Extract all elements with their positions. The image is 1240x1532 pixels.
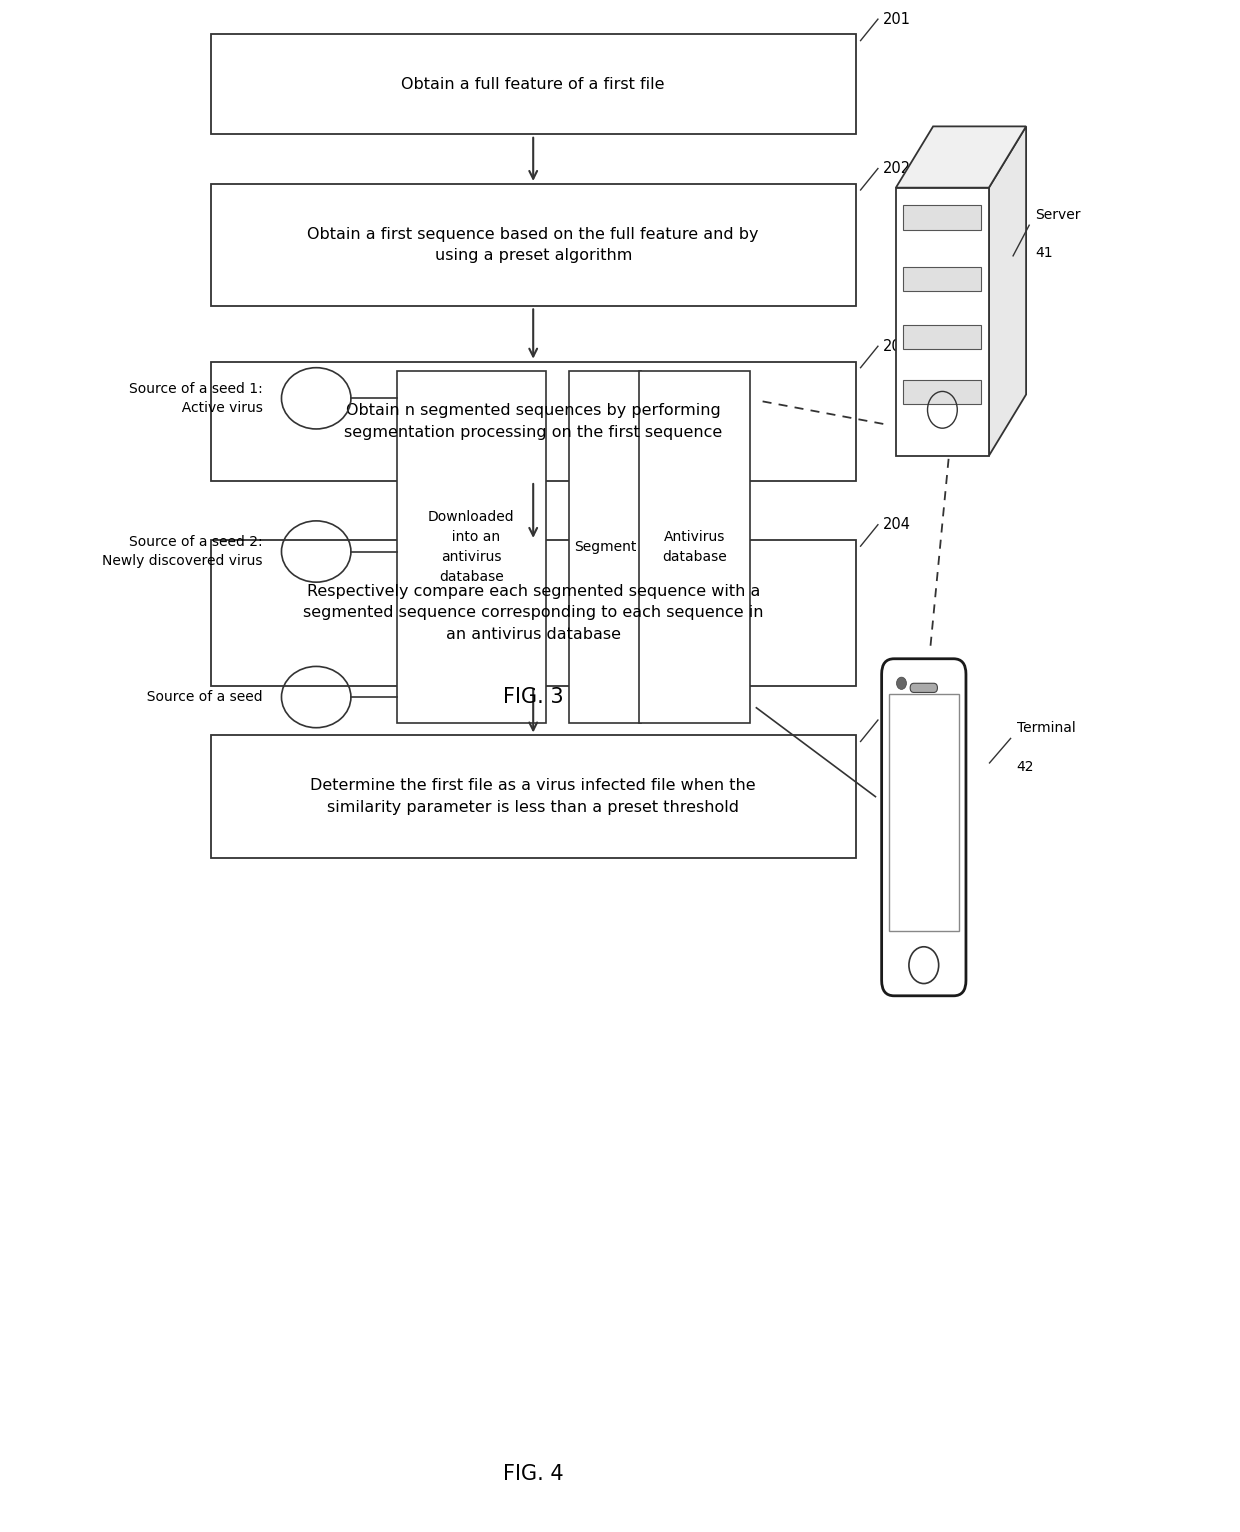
FancyBboxPatch shape xyxy=(397,371,546,723)
Polygon shape xyxy=(990,126,1025,457)
Text: Server: Server xyxy=(1035,208,1081,222)
Text: 41: 41 xyxy=(1035,247,1053,260)
FancyBboxPatch shape xyxy=(211,541,856,686)
Text: 203: 203 xyxy=(883,339,910,354)
Polygon shape xyxy=(895,126,1025,187)
FancyBboxPatch shape xyxy=(889,694,959,931)
FancyBboxPatch shape xyxy=(903,325,982,349)
Text: Obtain n segmented sequences by performing
segmentation processing on the first : Obtain n segmented sequences by performi… xyxy=(343,403,723,440)
FancyBboxPatch shape xyxy=(910,683,937,692)
Text: 204: 204 xyxy=(883,518,911,533)
Text: Respectively compare each segmented sequence with a
segmented sequence correspon: Respectively compare each segmented sequ… xyxy=(303,584,764,642)
Text: 42: 42 xyxy=(1017,760,1034,774)
FancyBboxPatch shape xyxy=(211,362,856,481)
Text: FIG. 3: FIG. 3 xyxy=(503,686,563,708)
FancyBboxPatch shape xyxy=(882,659,966,996)
FancyBboxPatch shape xyxy=(895,188,990,457)
FancyBboxPatch shape xyxy=(211,735,856,858)
FancyBboxPatch shape xyxy=(903,380,982,404)
Text: 201: 201 xyxy=(883,12,911,28)
Text: 202: 202 xyxy=(883,161,911,176)
Text: Antivirus
database: Antivirus database xyxy=(662,530,727,564)
FancyBboxPatch shape xyxy=(903,267,982,291)
FancyBboxPatch shape xyxy=(903,205,982,230)
FancyBboxPatch shape xyxy=(211,184,856,306)
Text: Determine the first file as a virus infected file when the
similarity parameter : Determine the first file as a virus infe… xyxy=(310,778,756,815)
FancyBboxPatch shape xyxy=(211,34,856,133)
Text: Source of a seed 1:
  Active virus: Source of a seed 1: Active virus xyxy=(129,381,263,415)
FancyBboxPatch shape xyxy=(639,371,750,723)
Text: Downloaded
  into an
antivirus
database: Downloaded into an antivirus database xyxy=(428,510,515,584)
Text: Source of a seed 2:
Newly discovered virus: Source of a seed 2: Newly discovered vir… xyxy=(103,535,263,568)
Text: Segment: Segment xyxy=(574,539,636,555)
Text: 205: 205 xyxy=(883,712,911,728)
Text: FIG. 4: FIG. 4 xyxy=(503,1463,563,1485)
FancyBboxPatch shape xyxy=(569,371,641,723)
Circle shape xyxy=(897,677,906,689)
Text: Obtain a full feature of a first file: Obtain a full feature of a first file xyxy=(402,77,665,92)
Text: Terminal: Terminal xyxy=(1017,722,1075,735)
Text: Obtain a first sequence based on the full feature and by
using a preset algorith: Obtain a first sequence based on the ful… xyxy=(308,227,759,264)
Text: Source of a seed: Source of a seed xyxy=(138,689,263,705)
